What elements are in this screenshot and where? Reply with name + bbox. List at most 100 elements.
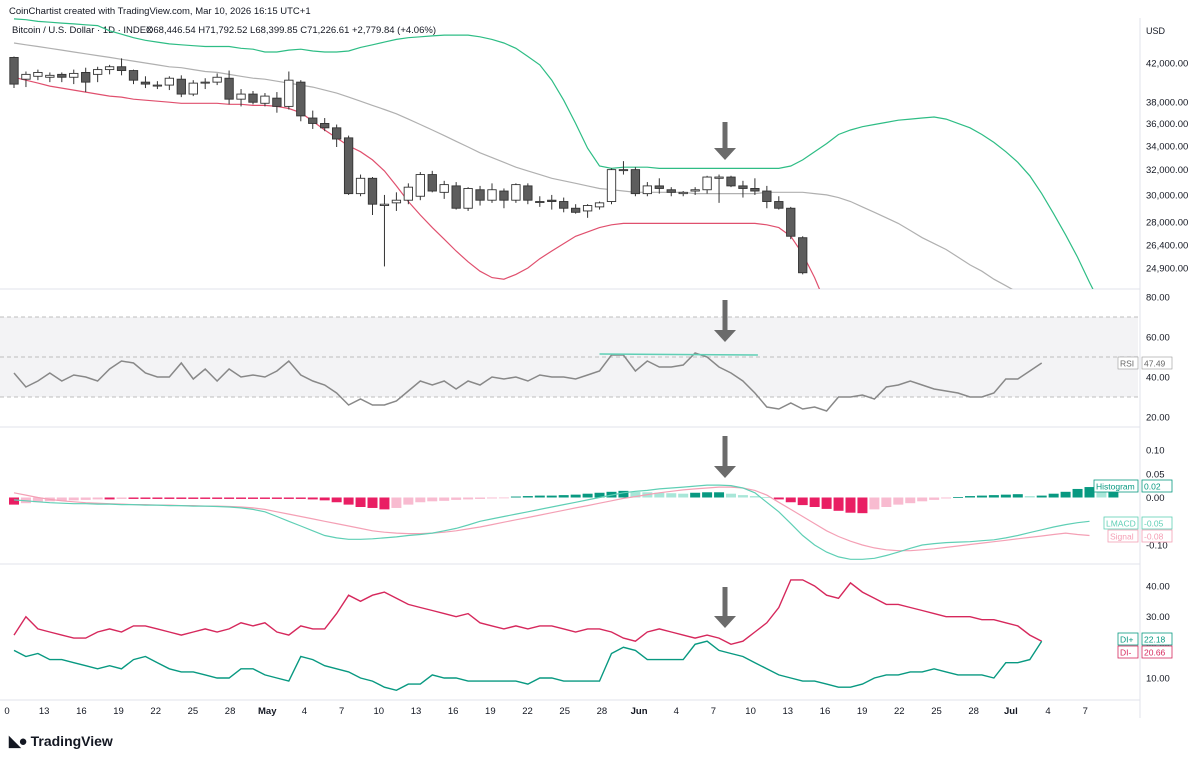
macd-pane xyxy=(9,484,1119,560)
candle-body xyxy=(212,76,222,83)
price-pane xyxy=(9,18,1094,289)
macd-histogram-bar xyxy=(630,491,641,498)
rsi-tick-label: 20.00 xyxy=(1146,413,1170,424)
macd-histogram-bar xyxy=(690,492,701,498)
macd-histogram-bar xyxy=(92,497,103,500)
macd-histogram-bar xyxy=(618,490,629,498)
candle-body xyxy=(355,177,366,195)
macd-histogram-bar xyxy=(821,497,832,509)
macd-histogram-bar xyxy=(427,497,438,502)
macd-histogram-bar xyxy=(857,497,868,514)
macd-histogram-bar xyxy=(319,497,330,501)
x-axis-tick-label: May xyxy=(258,706,277,717)
macd-histogram-bar xyxy=(965,496,975,498)
annotation-arrow-icon xyxy=(714,122,736,160)
candle-body xyxy=(762,190,772,202)
macd-histogram-bar xyxy=(582,493,593,498)
x-axis-tick-label: 19 xyxy=(113,706,124,717)
candle-body xyxy=(45,74,55,78)
macd-histogram-bar xyxy=(761,497,772,498)
di-plus-label-box xyxy=(1117,632,1139,646)
di-minus-value-box xyxy=(1141,645,1173,659)
candle-body xyxy=(236,93,246,100)
macd-histogram-bar xyxy=(546,495,557,498)
macd-histogram-bar xyxy=(797,497,808,506)
macd-histogram-bar xyxy=(1000,494,1011,498)
macd-histogram-bar xyxy=(558,495,569,498)
candle-body xyxy=(606,169,617,202)
macd-signal-value-box xyxy=(1141,529,1173,543)
candle-body xyxy=(116,66,127,71)
di-minus-line xyxy=(13,579,1043,646)
rsi-value-label: 47.49 xyxy=(1144,359,1166,369)
rsi-tick-label: 40.00 xyxy=(1146,373,1170,384)
macd-histogram-bar xyxy=(32,497,43,503)
macd-histogram-bar xyxy=(200,497,211,499)
candle-body xyxy=(738,185,748,189)
macd-histogram-bar xyxy=(379,497,390,510)
dmi-tick-label: 10.00 xyxy=(1146,674,1170,685)
candle-body xyxy=(81,71,91,83)
candle-body xyxy=(176,78,186,95)
candle-body xyxy=(284,79,294,107)
macd-histogram-bar xyxy=(941,497,952,499)
ohlc-readout: O68,446.54 H71,792.52 L68,399.85 C71,226… xyxy=(146,25,436,36)
rsi-line xyxy=(13,352,1043,412)
macd-histogram-bar xyxy=(678,493,689,498)
price-tick-label: 42,000.00 xyxy=(1146,59,1188,70)
macd-histogram-bar xyxy=(1060,491,1071,498)
di-minus-label-box xyxy=(1117,645,1139,659)
rsi-label: RSI xyxy=(1120,359,1134,369)
candle-body xyxy=(57,73,67,78)
macd-histogram-bar xyxy=(367,497,378,508)
di-plus-line xyxy=(13,640,1043,692)
macd-histogram-bar xyxy=(654,492,665,498)
bollinger-upper-line xyxy=(13,18,1094,289)
macd-histogram-bar xyxy=(976,495,987,498)
macd-signal-label: Signal xyxy=(1110,532,1134,542)
macd-histogram-bar xyxy=(510,496,521,498)
bollinger-middle-line xyxy=(13,42,1013,289)
candle-body xyxy=(750,188,760,192)
macd-histogram-bar xyxy=(666,493,677,498)
candle-body xyxy=(296,81,306,117)
candle-body xyxy=(260,95,270,104)
dmi-tick-label: 40.00 xyxy=(1146,582,1170,593)
dmi-pane xyxy=(13,579,1043,692)
rsi-label-box xyxy=(1117,356,1139,370)
candle-body xyxy=(618,169,629,172)
di-minus-label: DI- xyxy=(1120,648,1132,658)
candle-body xyxy=(786,207,796,237)
candle-body xyxy=(678,191,688,195)
candle-body xyxy=(332,127,342,140)
candle-body xyxy=(666,189,676,193)
macd-histogram-bar xyxy=(104,497,115,500)
candle-body xyxy=(272,97,282,107)
x-axis-tick-label: Jul xyxy=(1004,706,1018,717)
macd-histogram-bar xyxy=(224,497,235,499)
bollinger-lower-line xyxy=(13,76,821,289)
x-axis-tick-label: 25 xyxy=(931,706,942,717)
x-axis-tick-label: 13 xyxy=(39,706,50,717)
x-axis-tick-label: 13 xyxy=(411,706,422,717)
candle-body xyxy=(439,184,449,193)
macd-histogram-bar xyxy=(1084,487,1095,498)
macd-histogram-bar xyxy=(283,497,294,499)
candle-body xyxy=(582,205,593,212)
macd-histogram-bar xyxy=(391,497,402,508)
macd-histogram-value: 0.02 xyxy=(1144,482,1161,492)
macd-histogram-bar xyxy=(331,497,342,503)
x-axis-tick-label: 4 xyxy=(674,706,679,717)
macd-histogram-bar xyxy=(737,495,748,498)
macd-lmacd-label: LMACD xyxy=(1106,519,1136,529)
macd-histogram-bar xyxy=(248,497,258,499)
credit-line: CoinChartist created with TradingView.co… xyxy=(9,6,311,17)
macd-tick-label: 0.05 xyxy=(1146,469,1165,480)
macd-histogram-bar xyxy=(1024,496,1035,498)
annotation-arrow-icon xyxy=(714,300,736,342)
price-tick-label: 26,400.00 xyxy=(1146,241,1188,252)
candle-body xyxy=(343,137,354,195)
candle-body xyxy=(463,188,473,209)
x-axis-tick-label: 7 xyxy=(1083,706,1088,717)
